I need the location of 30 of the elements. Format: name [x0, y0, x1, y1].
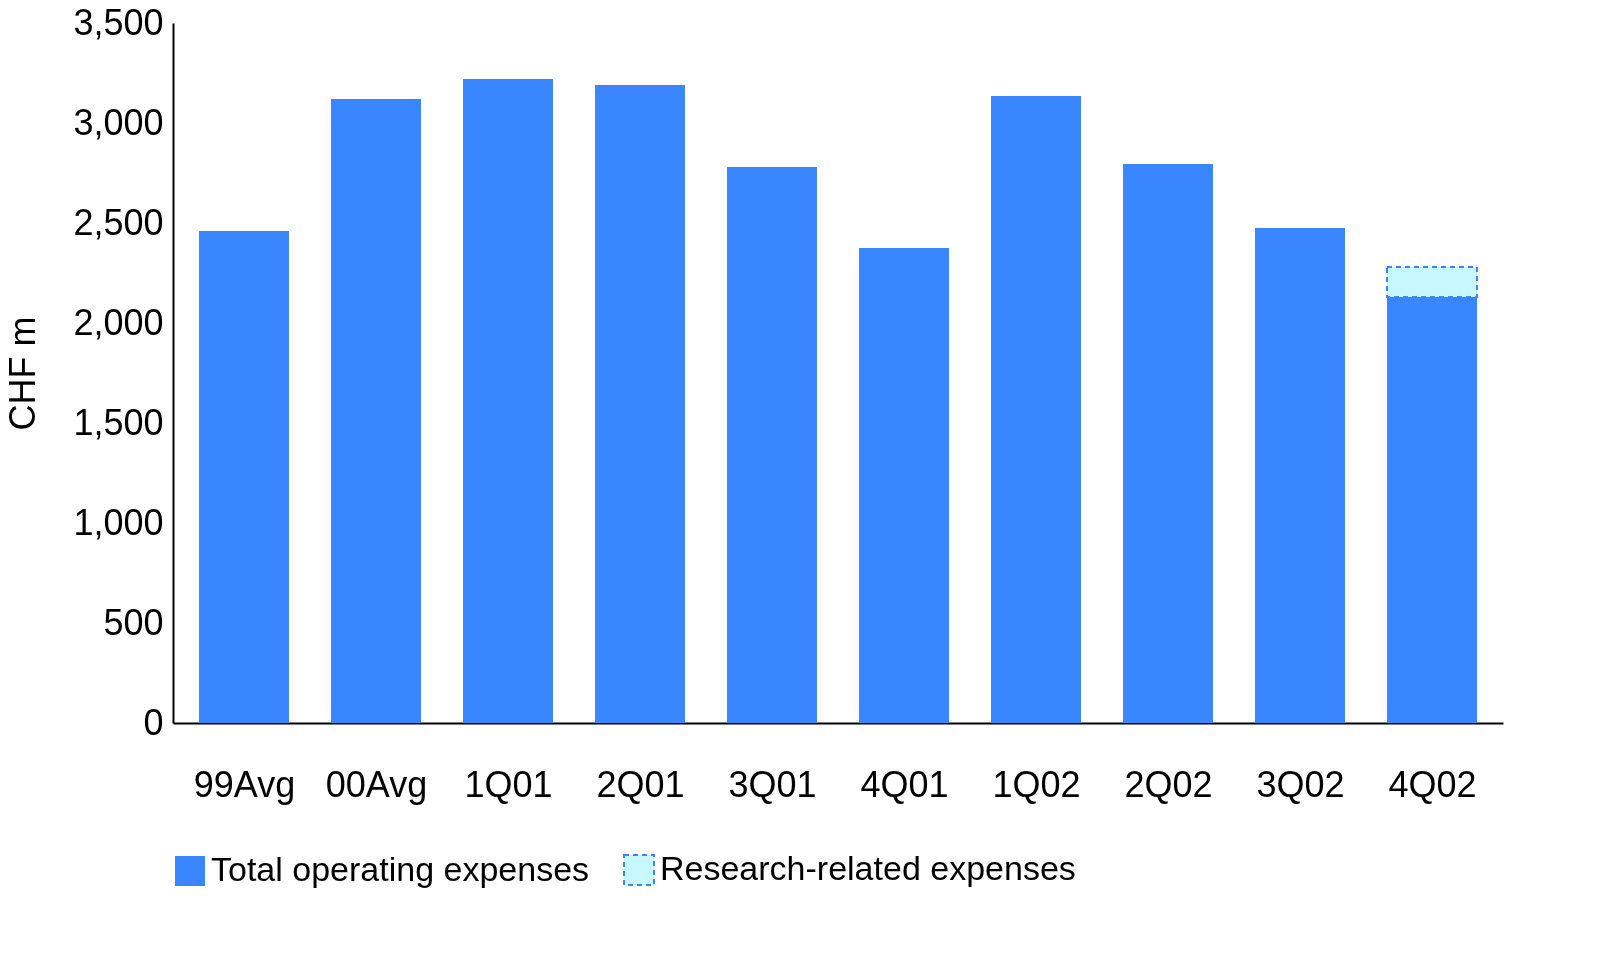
x-tick-label: 2Q02 — [1124, 763, 1213, 805]
x-tick-label: 2Q01 — [596, 763, 685, 805]
y-tick-label: 0 — [143, 701, 164, 743]
x-tick-label: 4Q01 — [860, 763, 949, 805]
legend-label: Research-related expenses — [660, 849, 1076, 887]
y-tick-label: 3,500 — [73, 1, 164, 43]
bar — [991, 96, 1081, 723]
x-tick-label: 3Q01 — [728, 763, 817, 805]
bar — [1123, 164, 1213, 723]
y-tick-label: 3,000 — [73, 101, 164, 143]
bar — [595, 85, 685, 723]
y-tick-label: 2,500 — [73, 201, 164, 243]
legend-label: Total operating expenses — [211, 850, 590, 888]
y-tick-label: 1,000 — [73, 501, 164, 543]
y-tick-label: 2,000 — [73, 301, 164, 343]
bar — [199, 231, 289, 723]
bar — [727, 167, 817, 723]
x-tick-label: 00Avg — [325, 763, 428, 805]
y-tick-label: 500 — [103, 601, 164, 643]
x-tick-label: 1Q01 — [464, 763, 553, 805]
bar — [463, 79, 553, 723]
bar — [859, 248, 949, 723]
y-tick-label: 1,500 — [73, 401, 164, 443]
x-tick-label: 99Avg — [193, 763, 296, 805]
bar — [1255, 228, 1345, 723]
x-tick-label: 4Q02 — [1388, 763, 1477, 805]
x-tick-label: 3Q02 — [1256, 763, 1345, 805]
x-tick-label: 1Q02 — [992, 763, 1081, 805]
y-axis-title: CHF m — [2, 316, 44, 431]
bar — [331, 99, 421, 723]
